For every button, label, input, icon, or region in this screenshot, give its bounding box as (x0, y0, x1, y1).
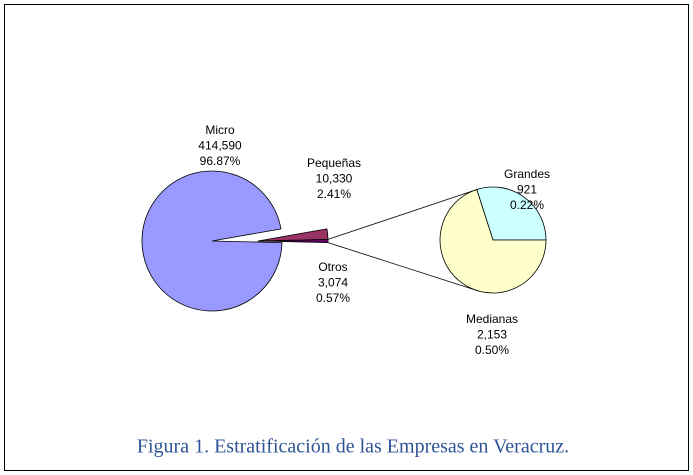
sub-pie-slice (439, 189, 547, 294)
connector-line (327, 188, 480, 240)
slice-value-label: 10,330 (316, 172, 353, 186)
slice-label: Grandes (504, 167, 550, 181)
slice-percent-label: 0.50% (475, 343, 509, 357)
slice-label: Otros (318, 260, 347, 274)
slice-percent-label: 96.87% (200, 154, 241, 168)
chart-frame (4, 4, 689, 471)
sub-pie-slice (476, 186, 547, 241)
slice-label: Pequeñas (307, 156, 361, 170)
slice-percent-label: 0.22% (510, 198, 544, 212)
connector-line (327, 242, 480, 292)
slice-percent-label: 0.57% (316, 291, 350, 305)
slice-value-label: 921 (517, 183, 537, 197)
slice-value-label: 2,153 (477, 328, 507, 342)
slice-label: Micro (205, 123, 235, 137)
slice-value-label: 414,590 (198, 139, 242, 153)
pie-slice (141, 170, 283, 312)
slice-label: Medianas (466, 312, 518, 326)
slice-percent-label: 2.41% (317, 187, 351, 201)
slice-value-label: 3,074 (318, 276, 348, 290)
chart-title: Figura 1. Estratificación de las Empresa… (137, 436, 569, 458)
